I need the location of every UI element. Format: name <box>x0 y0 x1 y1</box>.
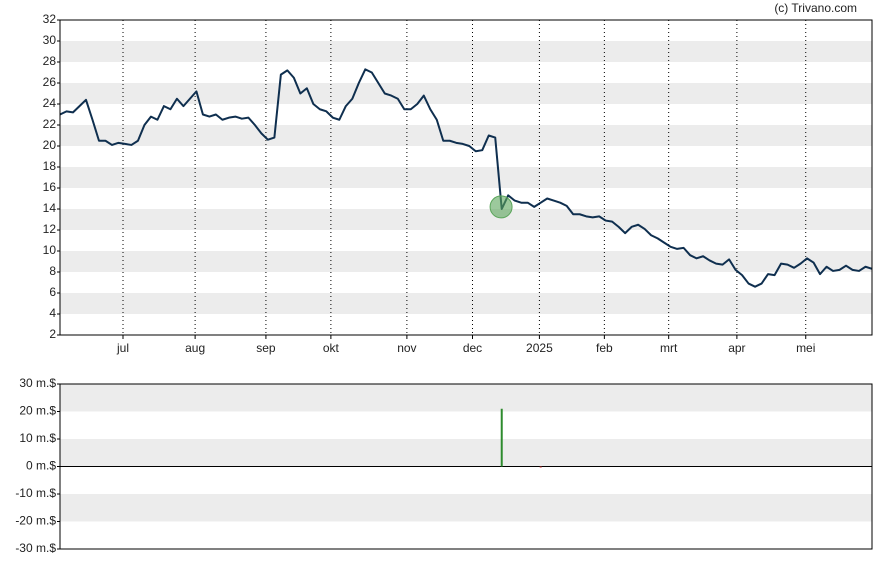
x-tick-label: dec <box>463 341 482 355</box>
x-tick-label: nov <box>397 341 416 355</box>
y-tick-label: 18 <box>43 159 57 173</box>
plot-frame <box>59 383 873 550</box>
y-tick-label: 2 <box>49 327 56 341</box>
x-tick-label: 2025 <box>526 341 553 355</box>
price-line <box>59 68 873 288</box>
y-tick-label: 22 <box>43 117 57 131</box>
grid-band <box>60 439 872 467</box>
grid-band <box>60 125 872 146</box>
y-tick-label: 0 m.$ <box>26 459 56 473</box>
x-tick-label: aug <box>185 341 205 355</box>
grid-band <box>60 209 872 230</box>
y-tick-label: 10 <box>43 243 57 257</box>
credit: (c) Trivano.com <box>774 1 857 15</box>
y-tick-label: -20 m.$ <box>15 514 56 528</box>
y-tick-label: 14 <box>43 201 57 215</box>
y-tick-label: 16 <box>43 180 57 194</box>
y-tick-label: 30 <box>43 33 57 47</box>
grid-band <box>60 83 872 104</box>
x-tick-label: sep <box>256 341 276 355</box>
grid-band <box>60 41 872 62</box>
x-tick-label: feb <box>596 341 613 355</box>
y-tick-label: 6 <box>49 285 56 299</box>
y-tick-label: 4 <box>49 306 56 320</box>
y-tick-label: 30 m.$ <box>19 376 56 390</box>
y-tick-label: 8 <box>49 264 56 278</box>
grid-band <box>60 251 872 272</box>
bar <box>539 466 542 468</box>
y-tick-label: 12 <box>43 222 57 236</box>
y-tick-label: 32 <box>43 12 57 26</box>
y-tick-label: -30 m.$ <box>15 541 56 555</box>
y-tick-label: 10 m.$ <box>19 431 56 445</box>
y-tick-label: 20 m.$ <box>19 404 56 418</box>
event-marker <box>489 195 513 219</box>
grid-band <box>60 167 872 188</box>
grid-band <box>60 384 872 412</box>
y-tick-label: 20 <box>43 138 57 152</box>
x-tick-label: okt <box>323 341 340 355</box>
plot-frame <box>59 19 873 336</box>
y-tick-label: 26 <box>43 75 57 89</box>
grid-band <box>60 293 872 314</box>
x-tick-label: mei <box>796 341 815 355</box>
x-tick-label: mrt <box>660 341 678 355</box>
grid-band <box>60 494 872 522</box>
x-tick-label: apr <box>728 341 745 355</box>
y-tick-label: 24 <box>43 96 57 110</box>
x-tick-label: jul <box>116 341 129 355</box>
y-tick-label: -10 m.$ <box>15 486 56 500</box>
y-tick-label: 28 <box>43 54 57 68</box>
bar <box>500 408 503 467</box>
